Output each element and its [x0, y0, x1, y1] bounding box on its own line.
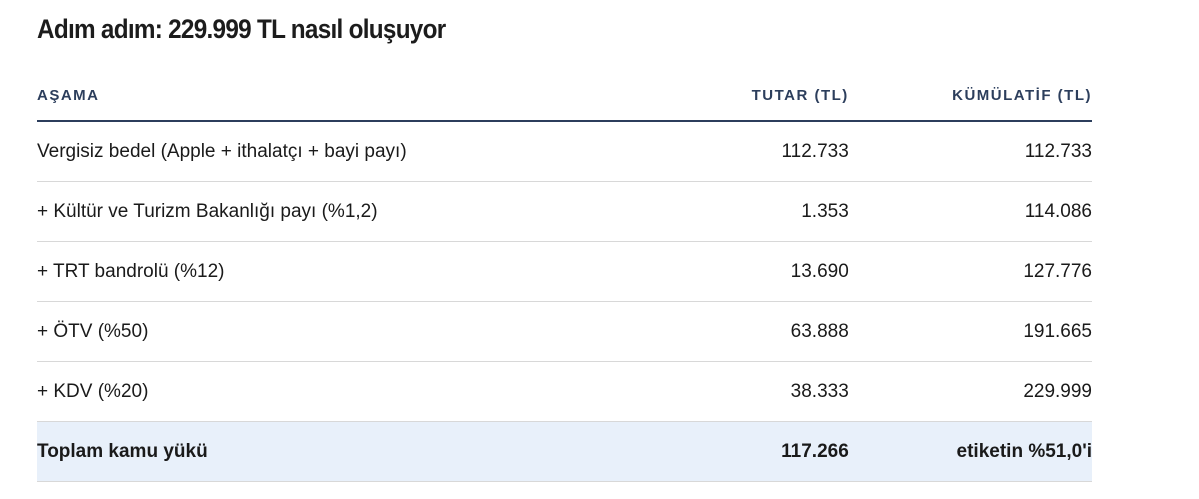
total-cell: 117.266	[679, 421, 849, 482]
total-row: Toplam kamu yükü 117.266 etiketin %51,0'i	[37, 421, 1092, 482]
column-header: AŞAMA	[37, 70, 680, 122]
cell: 114.086	[848, 181, 1092, 242]
cell: 191.665	[848, 301, 1092, 362]
cell: + ÖTV (%50)	[37, 301, 680, 362]
cell: 112.733	[848, 121, 1092, 182]
table-row: Vergisiz bedel (Apple + ithalatçı + bayi…	[37, 121, 1092, 182]
cell: 127.776	[848, 241, 1092, 302]
table-row: + Kültür ve Turizm Bakanlığı payı (%1,2)…	[37, 181, 1092, 242]
column-header: KÜMÜLATİF (TL)	[848, 70, 1092, 122]
table-row: + ÖTV (%50) 63.888 191.665	[37, 301, 1092, 362]
column-header: TUTAR (TL)	[679, 70, 849, 122]
total-cell: Toplam kamu yükü	[37, 421, 680, 482]
cell: Vergisiz bedel (Apple + ithalatçı + bayi…	[37, 121, 680, 182]
cell: + TRT bandrolü (%12)	[37, 241, 680, 302]
cell: + KDV (%20)	[37, 361, 680, 422]
header-row: AŞAMA TUTAR (TL) KÜMÜLATİF (TL)	[37, 70, 1092, 122]
cell: + Kültür ve Turizm Bakanlığı payı (%1,2)	[37, 181, 680, 242]
cell: 13.690	[679, 241, 849, 302]
cell: 229.999	[848, 361, 1092, 422]
cell: 1.353	[679, 181, 849, 242]
table-row: + TRT bandrolü (%12) 13.690 127.776	[37, 241, 1092, 302]
table: AŞAMA TUTAR (TL) KÜMÜLATİF (TL) Vergisiz b…	[37, 70, 1092, 482]
cell: 63.888	[679, 301, 849, 362]
title: Adım adım: 229.999 TL nasıl oluşuyor	[37, 14, 446, 44]
total-cell: etiketin %51,0'i	[848, 421, 1092, 482]
cell: 112.733	[679, 121, 849, 182]
cell: 38.333	[679, 361, 849, 422]
table-row: + KDV (%20) 38.333 229.999	[37, 361, 1092, 422]
